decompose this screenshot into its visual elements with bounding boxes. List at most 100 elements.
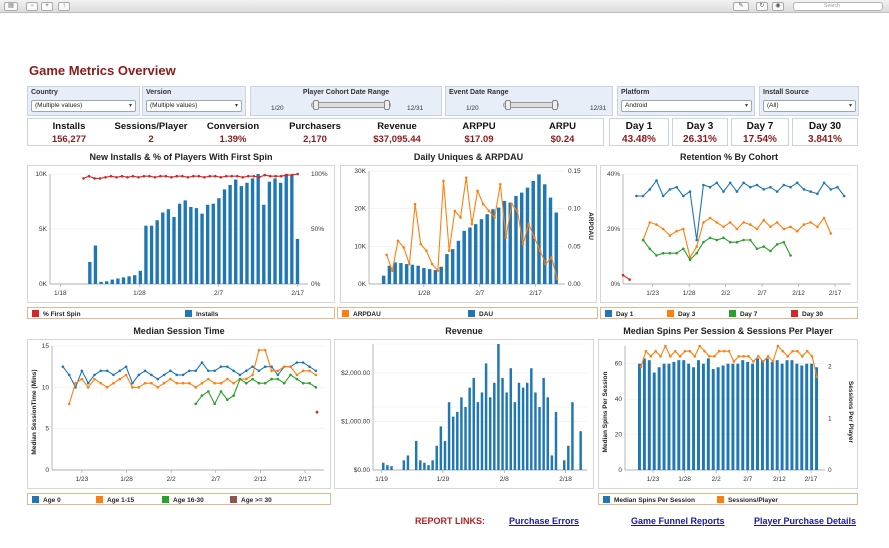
data-point	[442, 179, 445, 183]
data-point	[430, 262, 434, 266]
y-tick-label: 15	[42, 343, 50, 350]
data-point	[213, 369, 216, 373]
share-icon[interactable]: ↑	[58, 2, 70, 11]
bar	[701, 363, 705, 470]
cohort-range-slider[interactable]	[311, 102, 391, 108]
legend-item[interactable]: Day 1	[605, 310, 633, 318]
event-range-slider[interactable]	[503, 102, 559, 108]
data-point	[186, 176, 190, 179]
page-title: Game Metrics Overview	[29, 63, 176, 78]
session-chart-svg: 0 5 10 15 1/23 1/28 2/2 2/7 2/12 2/17 Median Sessi…	[31, 343, 324, 483]
camera-icon[interactable]: ◉	[772, 2, 784, 11]
x-tick-label: 2/18	[559, 476, 572, 483]
data-point	[226, 398, 229, 402]
y-tick-label: 10K	[35, 171, 47, 178]
data-point	[162, 381, 166, 385]
legend-item[interactable]: % First Spin	[32, 310, 81, 318]
y-tick-label: 0%	[611, 281, 621, 288]
x-tick-label: 2/12	[773, 476, 786, 483]
y2-tick-label: 0.15	[568, 168, 581, 175]
x-tick-label: 1/23	[76, 476, 89, 483]
data-point	[555, 277, 559, 280]
legend-item[interactable]: Day 3	[667, 310, 695, 318]
data-point	[755, 227, 759, 231]
data-point	[755, 247, 759, 251]
legend-item[interactable]: Age >= 30	[230, 496, 272, 504]
zoom-in-icon[interactable]: +	[41, 2, 53, 11]
data-point	[104, 176, 107, 179]
data-point	[396, 239, 400, 243]
legend-item[interactable]: Sessions/Player	[717, 496, 778, 504]
legend-swatch	[468, 310, 475, 317]
kpi-arpu: ARPU $0.24	[520, 119, 605, 145]
country-select[interactable]: (Multiple values) ▾	[31, 100, 136, 112]
x-tick-label: 2/17	[529, 290, 542, 297]
legend-item[interactable]: Installs	[185, 310, 218, 318]
bar	[460, 397, 463, 470]
zoom-out-icon[interactable]: −	[26, 2, 38, 11]
event-range-knob-left[interactable]	[505, 100, 511, 110]
search-input[interactable]: Search	[793, 2, 883, 11]
event-range-knob-right[interactable]	[552, 100, 558, 110]
pen-icon[interactable]: ✎	[733, 2, 749, 11]
sidebar-icon[interactable]: ▤	[4, 2, 18, 11]
purchase-errors-link[interactable]: Purchase Errors	[509, 516, 580, 526]
cohort-range-to: 12/31	[407, 105, 424, 112]
kpi-label: Purchasers	[289, 121, 341, 132]
cohort-range-knob-right[interactable]	[384, 100, 390, 110]
bar	[525, 187, 530, 284]
platform-value: Android	[625, 102, 648, 109]
retention-chart-title: Retention % By Cohort	[680, 152, 778, 162]
data-point	[391, 269, 394, 273]
legend-item[interactable]: Day 30	[791, 310, 823, 318]
data-point	[655, 179, 658, 182]
legend-item[interactable]: Median Spins Per Session	[603, 496, 695, 504]
data-point	[639, 365, 643, 368]
legend-item[interactable]: DAU	[468, 310, 493, 318]
data-point	[197, 174, 201, 178]
data-point	[408, 262, 411, 266]
version-select[interactable]: (Multiple values) ▾	[146, 100, 242, 112]
rotate-icon[interactable]: ↻	[756, 2, 768, 11]
bar	[93, 245, 98, 284]
x-tick-label: 2/7	[743, 476, 752, 483]
cohort-range-knob-left[interactable]	[313, 100, 319, 110]
legend-item[interactable]: ARPDAU	[342, 310, 381, 318]
data-point	[301, 369, 305, 373]
y-tick-label: 0K	[39, 281, 48, 288]
series-line	[622, 274, 631, 281]
kpi-day7: Day 7 17.54%	[731, 118, 789, 146]
data-point	[673, 349, 677, 353]
x-tick-label: 1/19	[375, 476, 388, 483]
legend-item[interactable]: Age 1-15	[96, 496, 134, 504]
legend-swatch	[96, 496, 103, 503]
install-source-select[interactable]: (All) ▾	[763, 100, 856, 112]
bar	[554, 212, 558, 284]
game-funnel-reports-link[interactable]: Game Funnel Reports	[631, 516, 725, 526]
bar	[687, 363, 691, 470]
player-purchase-details-link[interactable]: Player Purchase Details	[754, 516, 857, 526]
installs-chart-svg: 0K 5K 10K 0% 50% 100% 1/18 1/28 2/7 2/17	[35, 171, 327, 297]
session-legend: Age 0 Age 1-15 Age 16-30 Age >= 30	[27, 493, 331, 505]
data-point	[762, 188, 766, 191]
data-point	[238, 377, 242, 381]
kpi-day1: Day 1 43.48%	[609, 118, 669, 146]
x-tick-label: 2/7	[211, 476, 220, 483]
x-tick-label: 2/7	[214, 290, 223, 297]
legend-item[interactable]: Age 16-30	[162, 496, 204, 504]
bar	[104, 281, 109, 284]
data-point	[169, 369, 172, 373]
legend-item[interactable]: Day 7	[729, 310, 757, 318]
data-point	[789, 225, 792, 229]
y2-tick-label: 0.10	[568, 206, 581, 213]
y-tick-label: 10K	[354, 243, 366, 250]
data-point	[263, 365, 267, 368]
platform-select[interactable]: Android ▾	[621, 100, 752, 112]
data-point	[200, 394, 204, 397]
country-label: Country	[31, 89, 58, 96]
bar	[423, 462, 426, 470]
series-line	[636, 179, 845, 241]
data-point	[74, 381, 77, 385]
data-point	[251, 365, 254, 368]
legend-item[interactable]: Age 0	[32, 496, 61, 504]
